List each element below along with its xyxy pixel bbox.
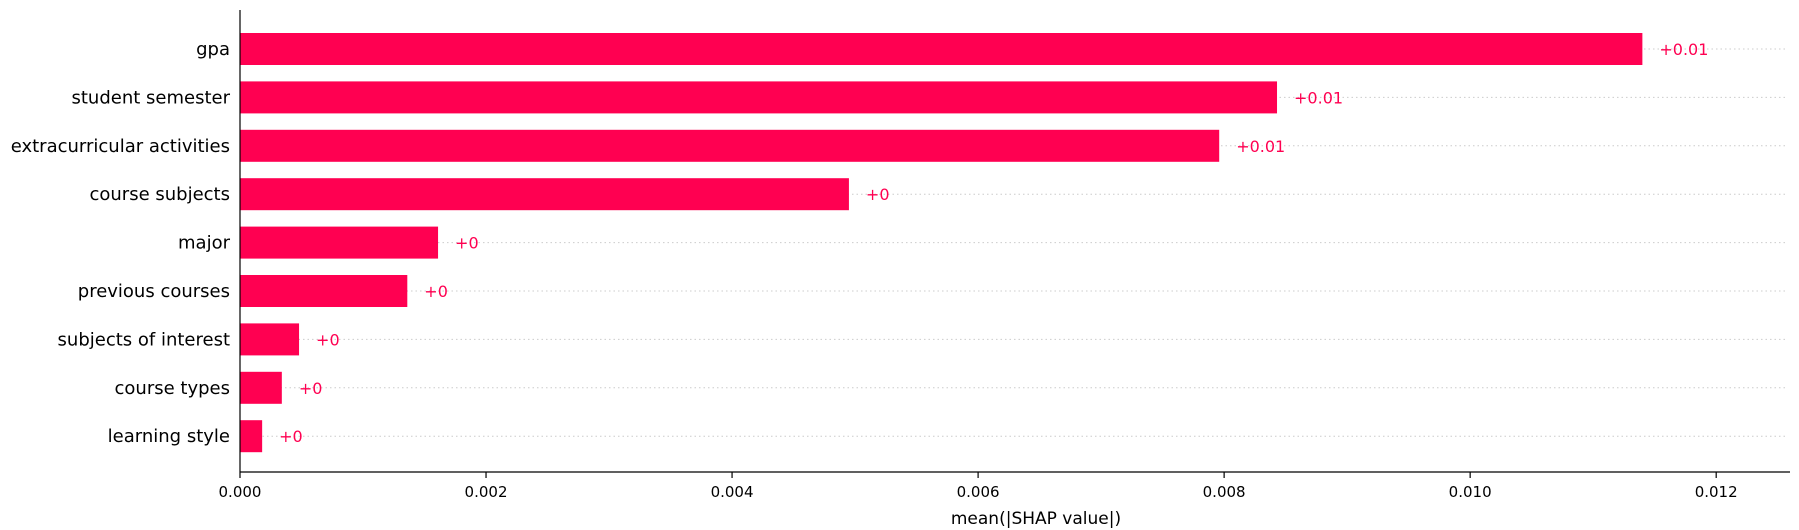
bar (240, 420, 263, 453)
labels: gpa +0.01 student semester +0.01 extracurric… (11, 39, 1709, 447)
category-label: student semester (71, 87, 230, 108)
data-label: +0 (316, 330, 340, 349)
data-label: +0 (299, 379, 323, 398)
data-label: +0 (455, 234, 479, 253)
data-label: +0 (866, 185, 890, 204)
category-label: previous courses (78, 281, 230, 302)
x-tick-label: 0.008 (1203, 483, 1246, 501)
bar (240, 275, 408, 307)
category-label: course types (115, 378, 230, 399)
category-label: course subjects (89, 184, 230, 205)
x-tick-label: 0.012 (1695, 483, 1738, 501)
category-label: gpa (196, 39, 230, 60)
bar (240, 129, 1220, 162)
category-label: extracurricular activities (11, 136, 230, 157)
bars (240, 33, 1643, 453)
bar (240, 323, 300, 356)
bar (240, 226, 439, 259)
data-label: +0.01 (1294, 88, 1343, 107)
data-label: +0 (279, 427, 303, 446)
bar (240, 81, 1278, 114)
axes: 0.000 0.002 0.004 0.006 0.008 0.010 0.012 (219, 10, 1790, 501)
x-tick-label: 0.000 (219, 483, 262, 501)
bar (240, 178, 849, 211)
category-label: subjects of interest (58, 329, 230, 350)
x-tick-label: 0.010 (1449, 483, 1492, 501)
x-tick-label: 0.002 (465, 483, 508, 501)
data-label: +0.01 (1236, 137, 1285, 156)
category-label: major (178, 233, 231, 254)
category-label: learning style (108, 426, 230, 447)
data-label: +0.01 (1659, 40, 1708, 59)
x-tick-label: 0.006 (957, 483, 1000, 501)
x-tick-label: 0.004 (711, 483, 754, 501)
data-label: +0 (424, 282, 448, 301)
bar (240, 371, 282, 404)
bar (240, 33, 1643, 65)
x-axis-title: mean(|SHAP value|) (951, 509, 1121, 529)
